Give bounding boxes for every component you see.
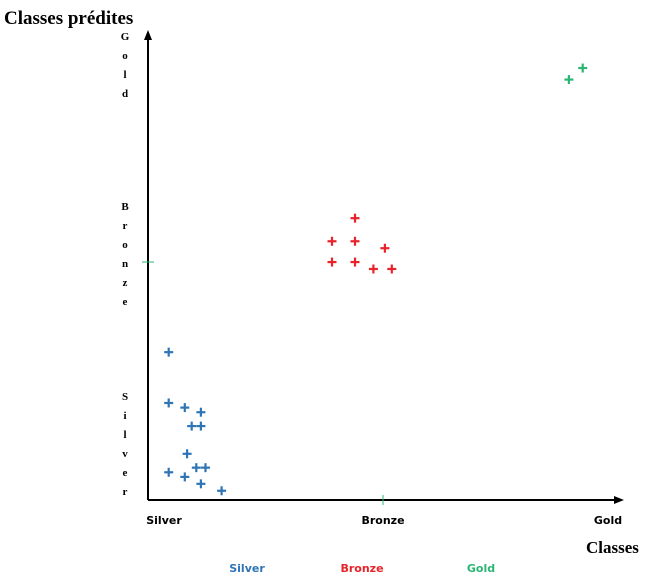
x-axis-label: Classes <box>586 538 639 557</box>
data-point-silver <box>182 449 192 459</box>
y-tick-letter: G <box>121 31 130 43</box>
data-point-silver <box>196 479 206 489</box>
data-point-silver <box>164 398 174 408</box>
x-tick-label-gold: Gold <box>594 514 622 527</box>
y-axis-arrow <box>144 30 152 40</box>
data-point-silver <box>201 463 210 473</box>
data-point-bronze <box>350 257 360 267</box>
data-point-gold <box>564 75 574 85</box>
data-point-silver <box>217 486 227 496</box>
data-point-silver <box>191 463 201 473</box>
data-point-bronze <box>327 257 337 267</box>
legend-gold: Gold <box>467 562 495 575</box>
data-point-silver <box>164 467 174 477</box>
y-tick-letter: e <box>123 467 128 479</box>
y-tick-letter: z <box>123 277 128 289</box>
data-point-bronze <box>368 264 378 274</box>
chart-title: Classes prédites <box>4 8 133 29</box>
data-point-gold <box>578 63 588 73</box>
data-point-silver <box>180 403 190 413</box>
legend: Silver Bronze Gold <box>229 562 495 575</box>
data-point-bronze <box>350 236 360 246</box>
y-tick-letter: o <box>122 239 128 251</box>
y-tick-letter: B <box>121 201 129 213</box>
y-tick-letter: n <box>122 258 128 270</box>
legend-silver: Silver <box>229 562 265 575</box>
data-points <box>164 63 588 496</box>
x-axis-arrow <box>614 496 624 504</box>
data-point-silver <box>180 472 190 482</box>
data-point-silver <box>164 347 174 357</box>
y-tick-letter: d <box>122 88 128 100</box>
y-tick-label-gold: Gold <box>121 31 130 100</box>
data-point-silver <box>187 421 197 431</box>
y-tick-label-bronze: Bronze <box>121 201 129 308</box>
legend-bronze: Bronze <box>340 562 383 575</box>
data-point-bronze <box>387 264 397 274</box>
y-tick-letter: r <box>123 220 128 232</box>
y-tick-letter: e <box>123 296 128 308</box>
x-tick-label-silver: Silver <box>146 514 182 527</box>
y-tick-letter: i <box>123 410 126 422</box>
y-tick-letter: S <box>122 391 128 403</box>
data-point-bronze <box>350 213 360 223</box>
y-tick-letter: o <box>122 50 128 62</box>
y-tick-letter: l <box>123 69 126 81</box>
data-point-silver <box>196 421 206 431</box>
data-point-bronze <box>380 243 390 253</box>
axes <box>142 30 624 505</box>
data-point-silver <box>196 407 206 417</box>
y-tick-letter: r <box>123 486 128 498</box>
y-tick-letter: v <box>122 448 128 460</box>
y-tick-letter: l <box>123 429 126 441</box>
y-tick-label-silver: Silver <box>122 391 128 498</box>
x-tick-label-bronze: Bronze <box>361 514 404 527</box>
data-point-bronze <box>327 236 337 246</box>
